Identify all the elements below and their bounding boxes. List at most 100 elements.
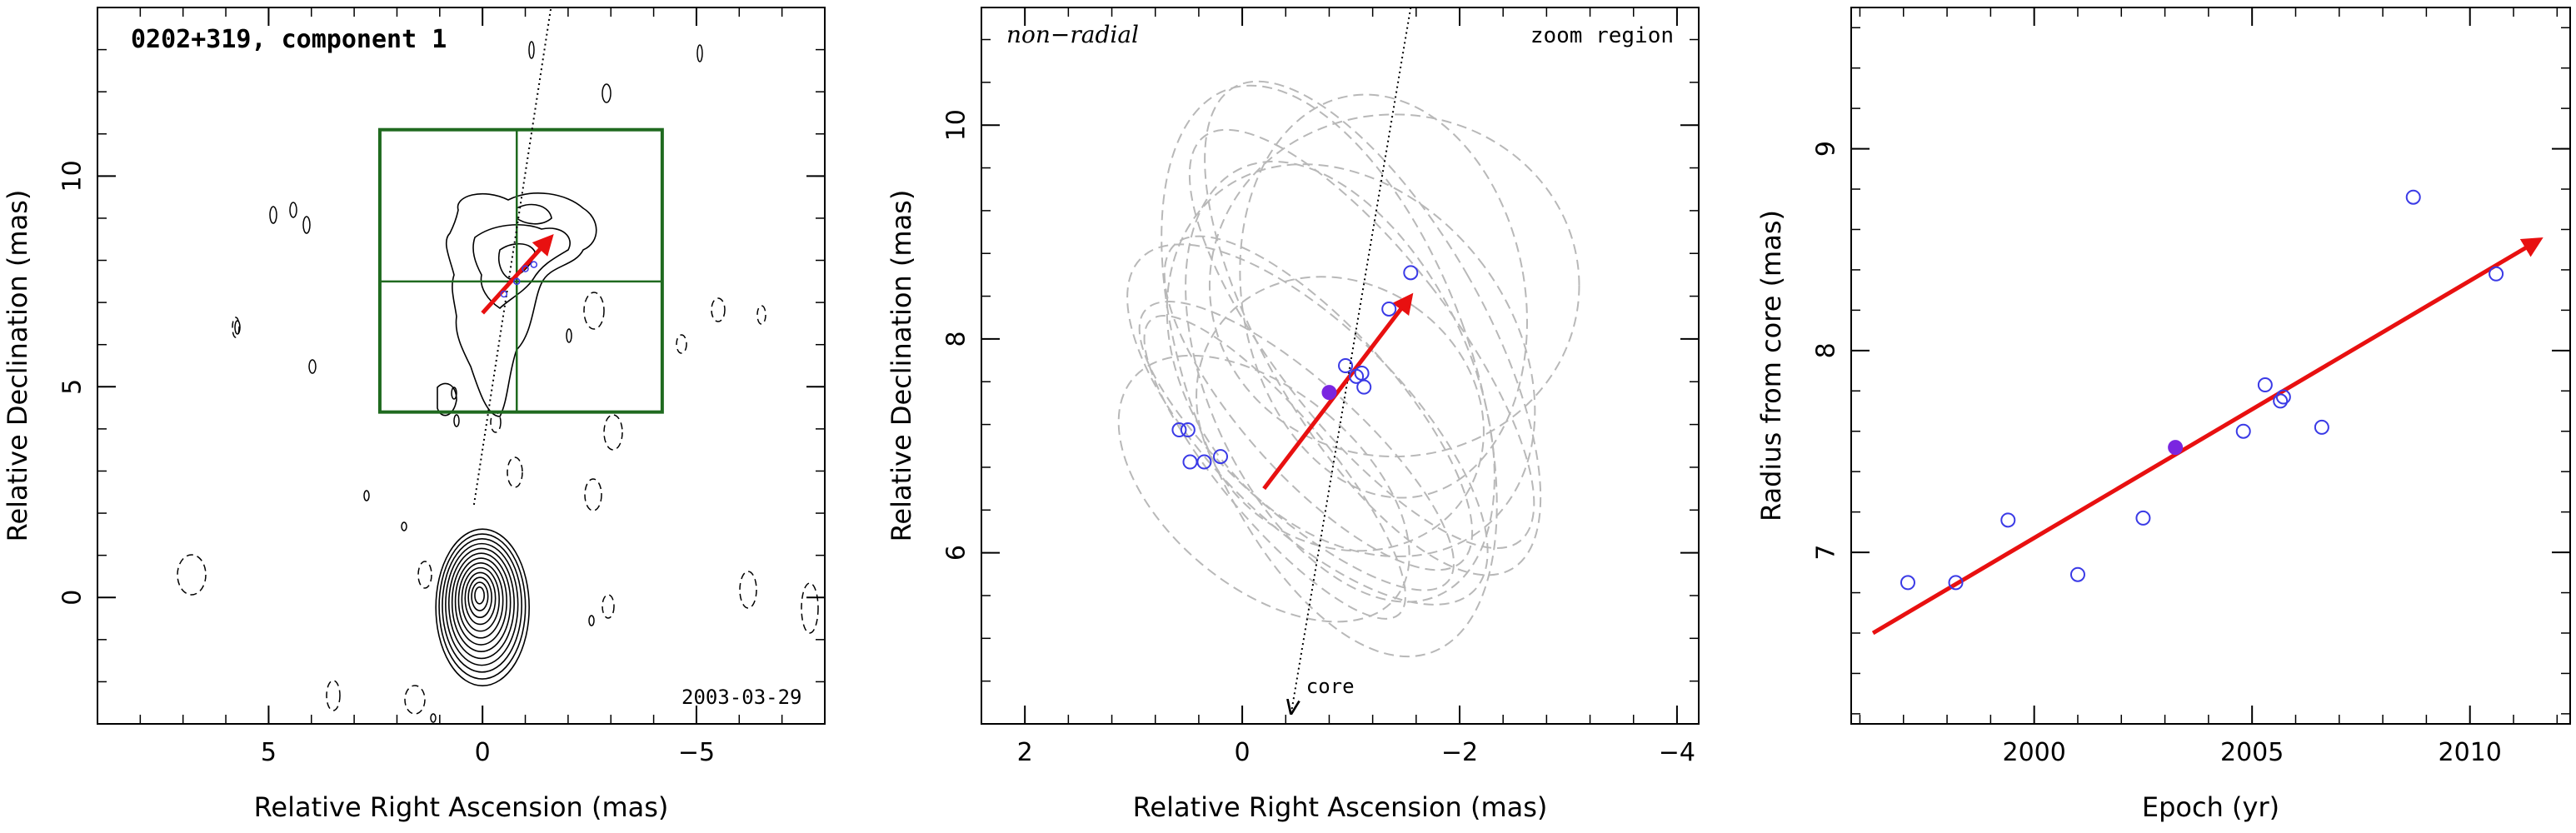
contour-blob [696,44,703,62]
radius-point [2135,510,2151,526]
position-marker [522,265,529,272]
core-contour [451,552,512,653]
negative-contour [603,414,623,451]
y-tick-label: 9 [1812,141,1841,157]
component-ellipse [1163,235,1474,571]
contour-blob [430,713,437,723]
jet-axis-line [472,7,552,506]
plot-frame [981,7,1700,725]
core-contour [464,571,497,626]
core-contour [457,562,504,639]
velocity-arrow [481,233,554,315]
contour-blob [588,615,595,626]
contour-layer [177,41,819,723]
position-point [1381,301,1397,317]
component-ellipse [1239,93,1528,499]
y-tick-label: 6 [942,545,971,561]
x-tick-label: 0 [475,738,491,767]
negative-contour [711,297,726,322]
non-radial-label: non−radial [1006,21,1139,48]
radius-point [2235,423,2251,439]
position-marker [513,277,521,286]
component-ellipse [1196,276,1485,552]
negative-contour [583,292,605,330]
negative-contour [507,456,523,488]
contour-blob [451,387,457,400]
radius-point [2273,393,2289,409]
zoom-region-label: zoom region [1530,23,1674,48]
contour-blob [602,83,612,103]
contour-blob [308,359,317,374]
x-tick-label: 2010 [2439,738,2502,767]
current-epoch-point [2168,440,2184,456]
zoom-box [377,127,664,414]
negative-contour [584,478,602,511]
ellipse-layer [1117,80,1580,658]
position-point [1213,449,1228,465]
overlay-layer [377,7,664,506]
position-point [1338,358,1354,373]
y-tick-label: 8 [1812,342,1841,358]
core-contour [461,566,500,632]
x-tick-label: 0 [1235,738,1251,767]
axis-ticks: 2000 2005 2010 7 8 9 [1812,7,2570,767]
plot-frame [1850,7,2571,725]
fit-line-arrow [1871,237,2544,636]
radius-point [2314,419,2329,435]
core-contour [447,547,515,660]
radius-point [1900,575,1915,591]
axis-ticks: 5 0 −5 0 5 10 [58,7,826,767]
negative-contour [404,685,426,715]
position-point [1182,454,1198,470]
negative-contour [177,554,207,596]
core-contour [438,533,527,680]
radius-point [2069,566,2085,582]
radius-point [2000,512,2016,528]
contour-blob [401,521,407,531]
y-tick-label: 10 [58,160,87,192]
x-tick-label: 2 [1017,738,1033,767]
y-tick-label: 7 [1812,545,1841,561]
chart-title: 0202+319, component 1 [131,25,447,54]
jet-contour [497,242,536,280]
position-point [1180,422,1196,438]
x-axis-label: Relative Right Ascension (mas) [1133,791,1548,823]
negative-contour [801,582,819,634]
y-axis-label: Relative Declination (mas) [886,190,917,542]
x-tick-label: −4 [1659,738,1695,767]
core-contour [445,542,519,666]
contour-blob [289,202,297,218]
core-contour [474,586,485,605]
position-point [1403,265,1419,281]
core-contour [471,581,489,611]
position-marker [500,290,508,298]
panel-zoom-region: 2 0 −2 −4 6 8 10 non−radial zoom region core R… [886,7,1700,823]
component-ellipse [1208,113,1580,458]
y-axis-label: Relative Declination (mas) [2,190,33,542]
contour-blob [269,206,277,224]
jet-contour [446,192,597,417]
x-tick-label: −2 [1441,738,1478,767]
contour-blob [566,328,572,343]
jet-contour [472,224,571,310]
position-point [1171,422,1187,438]
negative-contour [676,334,687,354]
position-marker [530,261,538,268]
x-axis-label: Epoch (yr) [2142,791,2279,823]
component-ellipse [1161,84,1498,658]
y-tick-label: 5 [58,379,87,395]
y-axis-label: Radius from core (mas) [1755,210,1787,521]
overlay-layer [1871,189,2544,636]
negative-contour [756,305,766,325]
contour-blob [363,490,370,501]
core-contour [435,528,530,687]
radius-point [1948,575,1964,591]
x-tick-label: 2000 [2002,738,2065,767]
contour-blob [302,216,311,234]
radius-point [2275,389,2291,405]
negative-contour [739,571,757,609]
axis-ticks: 2 0 −2 −4 6 8 10 [942,7,1699,767]
velocity-arrow [1262,292,1414,491]
core-contour [467,576,492,619]
